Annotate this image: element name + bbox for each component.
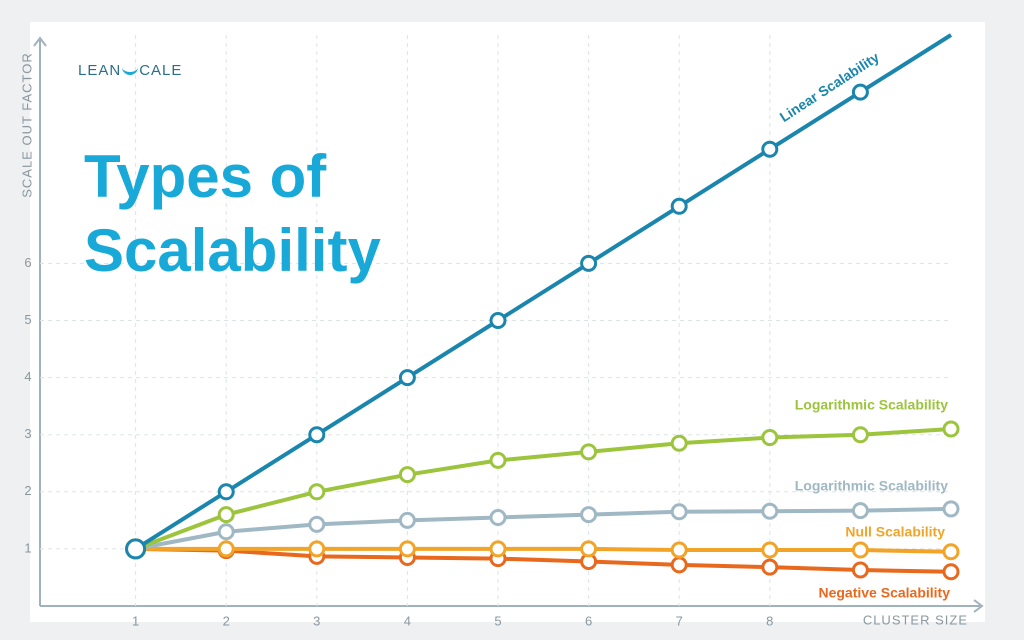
data-point [761,541,779,559]
data-point [761,502,779,520]
data-point [580,540,598,558]
y-axis-arrow [33,36,47,47]
data-point [125,538,147,560]
x-tick-label: 8 [766,613,773,628]
data-point [308,540,326,558]
logo-text: CALE [139,62,183,79]
data-point [851,83,869,101]
data-point [942,563,960,581]
series-line [135,546,952,554]
y-tick-label: 6 [24,255,31,270]
data-point [398,369,416,387]
x-axis-label: CLUSTER SIZE [863,612,968,627]
series-label: Negative Scalability [818,585,950,601]
y-tick-label: 2 [24,483,31,498]
chart-background [30,22,985,622]
series-line [134,426,952,551]
data-point [670,556,688,574]
y-tick-label: 1 [24,540,31,555]
y-tick-label: 3 [24,426,31,441]
data-point [580,443,598,461]
x-tick-label: 2 [223,613,230,628]
data-point [398,540,416,558]
data-point [942,500,960,518]
x-tick-label: 6 [585,613,592,628]
data-point [217,483,235,501]
x-tick-label: 1 [132,613,139,628]
series-line [135,506,952,551]
x-tick-label: 5 [494,613,501,628]
data-point [398,466,416,484]
logo-text: LEAN [78,62,122,79]
data-point [670,434,688,452]
data-point [851,426,869,444]
data-point [942,420,960,438]
series-label: Logarithmic Scalability [795,478,948,494]
data-point [942,543,960,561]
data-point [308,483,326,501]
data-point [670,541,688,559]
data-point [398,511,416,529]
y-axis-label: SCALE OUT FACTOR [19,52,34,198]
data-point [217,540,235,558]
logo: LEAN CALE [78,62,182,79]
data-point [851,502,869,520]
x-tick-label: 3 [313,613,320,628]
data-point [761,558,779,576]
x-tick-label: 7 [676,613,683,628]
series-label: Null Scalability [845,524,945,540]
data-point [580,254,598,272]
data-point [851,561,869,579]
data-point [217,523,235,541]
x-tick-label: 4 [404,613,411,628]
y-tick-label: 4 [24,369,31,384]
series-line [135,546,952,574]
data-point [670,197,688,215]
data-point [761,140,779,158]
data-point [489,312,507,329]
series-label: Logarithmic Scalability [795,397,948,413]
chart-title: Types of Scalability [84,143,381,284]
logo-icon [122,62,139,75]
data-point [489,451,507,469]
series-line [134,33,953,551]
data-point [670,503,688,521]
data-point [308,515,326,533]
x-axis-arrow [973,599,984,613]
data-point [308,426,326,444]
data-point [851,541,869,559]
data-point [217,506,235,524]
data-point [580,506,598,524]
y-tick-label: 5 [24,312,31,327]
data-point [489,540,507,558]
data-point [489,508,507,526]
data-point [761,429,779,447]
